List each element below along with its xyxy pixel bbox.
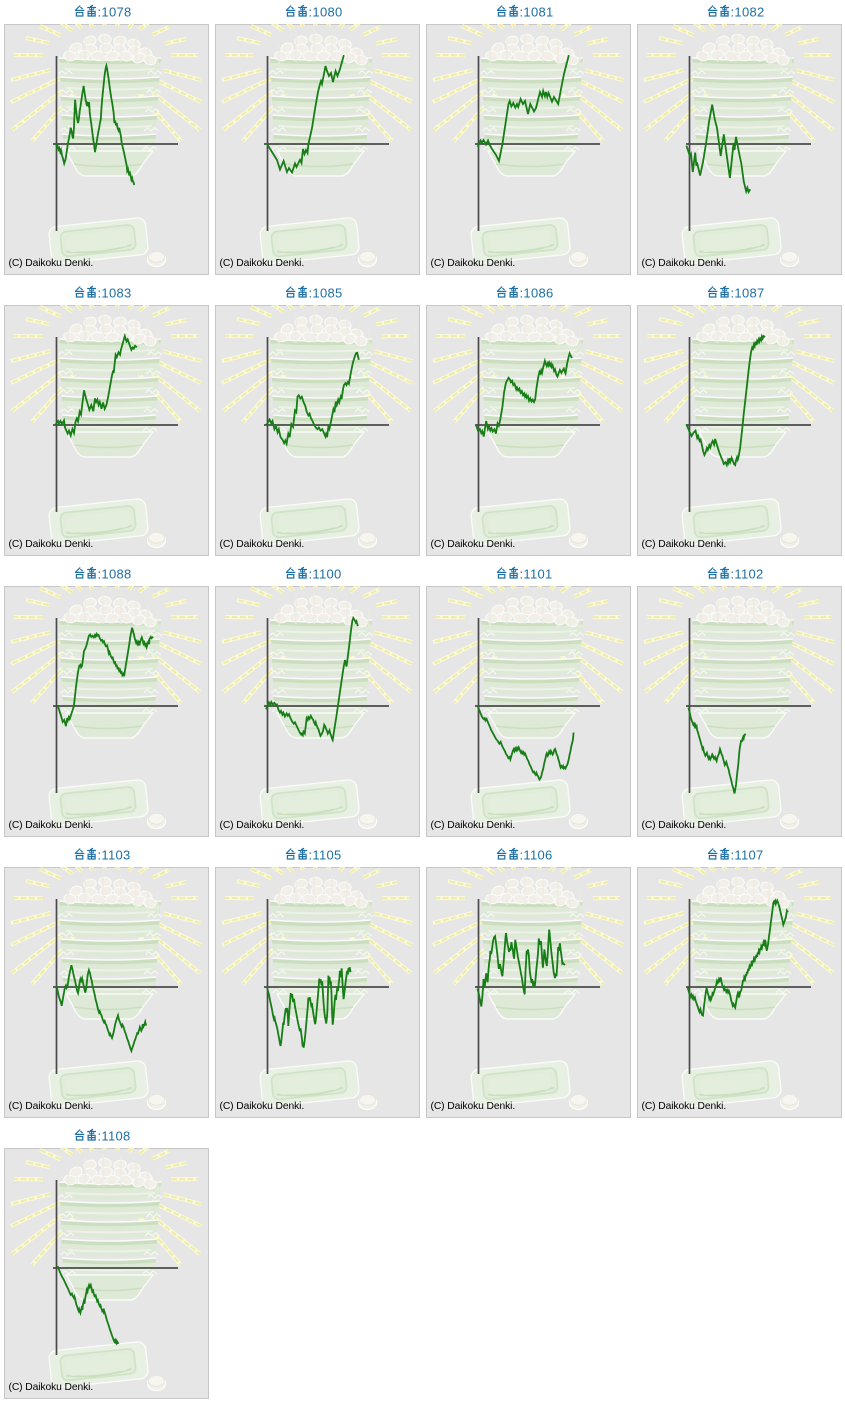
svg-text::1101: :1101 [520,566,553,581]
svg-text::1108: :1108 [98,1128,131,1143]
svg-text:(C) Daikoku Denki.: (C) Daikoku Denki. [642,820,727,831]
svg-text::1106: :1106 [520,847,553,862]
svg-text:(C) Daikoku Denki.: (C) Daikoku Denki. [220,539,305,550]
svg-text::1078: :1078 [98,4,132,19]
svg-text:(C) Daikoku Denki.: (C) Daikoku Denki. [431,539,516,550]
svg-text:(C) Daikoku Denki.: (C) Daikoku Denki. [431,258,516,269]
svg-text:(C) Daikoku Denki.: (C) Daikoku Denki. [9,1382,94,1393]
svg-text::1080: :1080 [309,4,343,19]
svg-text::1083: :1083 [98,285,132,300]
svg-text:(C) Daikoku Denki.: (C) Daikoku Denki. [220,820,305,831]
svg-text:(C) Daikoku Denki.: (C) Daikoku Denki. [431,1101,516,1112]
svg-text::1085: :1085 [309,285,343,300]
svg-text::1107: :1107 [731,847,764,862]
svg-text::1088: :1088 [98,566,132,581]
svg-text::1100: :1100 [309,566,342,581]
svg-text:(C) Daikoku Denki.: (C) Daikoku Denki. [642,258,727,269]
svg-text:(C) Daikoku Denki.: (C) Daikoku Denki. [9,539,94,550]
svg-text:(C) Daikoku Denki.: (C) Daikoku Denki. [220,258,305,269]
svg-text:(C) Daikoku Denki.: (C) Daikoku Denki. [9,1101,94,1112]
svg-text::1102: :1102 [731,566,764,581]
svg-text::1087: :1087 [731,285,765,300]
svg-text::1082: :1082 [731,4,765,19]
svg-text::1105: :1105 [309,847,342,862]
svg-text:(C) Daikoku Denki.: (C) Daikoku Denki. [220,1101,305,1112]
svg-text:(C) Daikoku Denki.: (C) Daikoku Denki. [642,1101,727,1112]
svg-text::1081: :1081 [520,4,554,19]
svg-text:(C) Daikoku Denki.: (C) Daikoku Denki. [431,820,516,831]
svg-text:(C) Daikoku Denki.: (C) Daikoku Denki. [9,820,94,831]
svg-text::1103: :1103 [98,847,131,862]
svg-text:(C) Daikoku Denki.: (C) Daikoku Denki. [9,258,94,269]
svg-text::1086: :1086 [520,285,554,300]
svg-text:(C) Daikoku Denki.: (C) Daikoku Denki. [642,539,727,550]
